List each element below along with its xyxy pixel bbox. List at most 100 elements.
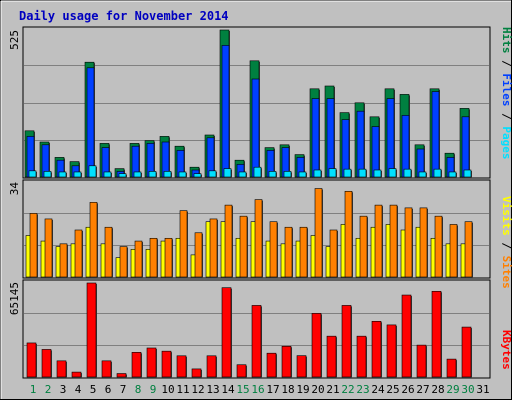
files-bar [251, 78, 260, 178]
kbytes-bar [191, 368, 202, 378]
kbytes-bar [311, 313, 322, 378]
kbytes-bar [101, 360, 112, 378]
sites-bar [314, 188, 323, 278]
files-bar [221, 45, 230, 178]
kbytes-bar [326, 335, 337, 378]
chart-marks [24, 29, 473, 378]
kbytes-bar [356, 335, 367, 378]
x-tick-label: 14 [221, 383, 235, 396]
kbytes-ymax-label: 65145 [8, 282, 21, 315]
files-bar [371, 126, 380, 178]
kbytes-bar [281, 345, 292, 378]
legend-sep-2: / [500, 60, 512, 67]
files-bar [311, 98, 320, 178]
sites-bar [224, 204, 233, 278]
sites-bar [179, 210, 188, 278]
x-tick-label: 9 [150, 383, 157, 396]
x-tick-label: 5 [90, 383, 97, 396]
pages-bar [343, 168, 352, 178]
sites-bar [359, 215, 368, 278]
files-bar [386, 98, 395, 178]
pages-bar [58, 171, 67, 178]
sites-bar [44, 218, 53, 278]
kbytes-bar [266, 352, 277, 378]
x-tick-label: 15 [236, 383, 249, 396]
x-tick-label: 22 [341, 383, 354, 396]
pages-bar [88, 165, 97, 178]
pages-bar [103, 171, 112, 178]
kbytes-bar [146, 347, 157, 378]
x-tick-label: 27 [416, 383, 429, 396]
pages-bar [178, 171, 187, 178]
x-tick-label: 16 [251, 383, 264, 396]
pages-bar [118, 173, 127, 178]
x-tick-label: 21 [326, 383, 339, 396]
kbytes-bar [161, 350, 172, 378]
x-tick-label: 1 [30, 383, 37, 396]
sites-bar [209, 218, 218, 278]
x-tick-label: 8 [135, 383, 142, 396]
hits-ymax-label: 525 [8, 30, 21, 50]
legend-hits: Hits [500, 27, 512, 54]
x-tick-label: 10 [161, 383, 174, 396]
sites-bar [419, 207, 428, 278]
x-tick-label: 18 [281, 383, 294, 396]
sites-bar [59, 243, 68, 278]
pages-bar [43, 171, 52, 178]
pages-bar [418, 171, 427, 178]
sites-bar [269, 221, 278, 278]
files-bar [401, 115, 410, 178]
kbytes-bar [386, 324, 397, 378]
files-bar [326, 98, 335, 178]
x-tick-label: 6 [105, 383, 112, 396]
kbytes-bar [71, 371, 82, 378]
pages-bar [148, 171, 157, 178]
kbytes-bar [341, 305, 352, 378]
pages-bar [358, 168, 367, 178]
legend-sep-3: / [500, 242, 512, 249]
x-tick-label: 4 [75, 383, 82, 396]
x-tick-label: 3 [60, 383, 67, 396]
pages-bar [253, 166, 262, 178]
sites-bar [89, 202, 98, 278]
sites-bar [449, 224, 458, 278]
sites-bar [374, 204, 383, 278]
files-bar [461, 116, 470, 178]
pages-bar [163, 171, 172, 178]
x-tick-label: 23 [356, 383, 369, 396]
sites-bar [464, 221, 473, 278]
x-tick-label: 25 [386, 383, 399, 396]
pages-bar [373, 169, 382, 178]
legend-visits-sites: Visits / Sites [500, 196, 512, 289]
pages-bar [388, 168, 397, 178]
sites-bar [194, 232, 203, 278]
sites-bar [104, 226, 113, 278]
sites-bar [434, 215, 443, 278]
kbytes-bar [206, 355, 217, 378]
legend-hits-files-pages: Hits / Files / Pages [500, 27, 512, 160]
pages-bar [328, 168, 337, 178]
visits-ymax-label: 34 [8, 182, 21, 196]
sites-bar [299, 226, 308, 278]
x-tick-label: 17 [266, 383, 279, 396]
kbytes-bar [26, 342, 37, 378]
sites-bar [149, 237, 158, 278]
pages-bar [313, 169, 322, 178]
kbytes-bar [236, 364, 247, 378]
kbytes-bar [296, 355, 307, 378]
x-tick-label: 13 [206, 383, 219, 396]
pages-bar [403, 168, 412, 178]
sites-bar [284, 226, 293, 278]
x-tick-label: 30 [461, 383, 474, 396]
sites-bar [134, 240, 143, 278]
x-tick-label: 2 [45, 383, 52, 396]
pages-bar [448, 171, 457, 178]
kbytes-bar [431, 290, 442, 378]
files-bar [431, 91, 440, 178]
kbytes-bar [176, 355, 187, 378]
files-bar [356, 110, 365, 178]
x-tick-label: 26 [401, 383, 414, 396]
x-tick-label: 12 [191, 383, 204, 396]
x-tick-label: 19 [296, 383, 309, 396]
